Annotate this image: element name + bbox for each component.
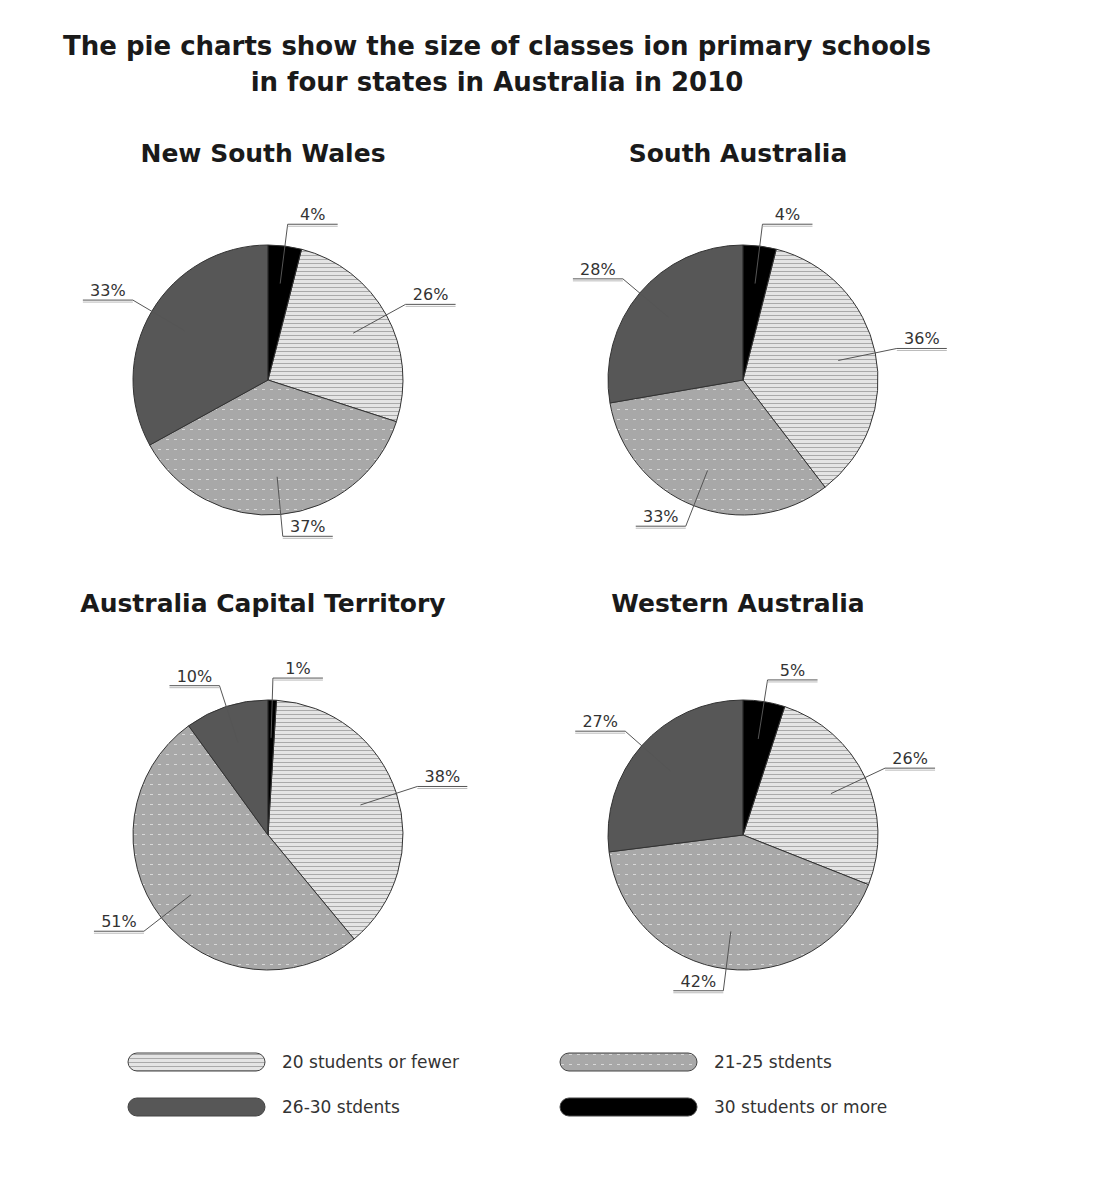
svg-text:10%: 10%: [177, 667, 213, 686]
svg-text:33%: 33%: [643, 507, 679, 526]
html-text:Australia Capital Territory: Australia Capital Territory: [80, 589, 446, 618]
svg-text:20 students or fewer: 20 students or fewer: [282, 1052, 459, 1072]
svg-text:30 students or more: 30 students or more: [714, 1097, 887, 1117]
html-text:The pie charts show the size o: The pie charts show the size of classes …: [63, 31, 931, 97]
svg-text:21-25 stdents: 21-25 stdents: [714, 1052, 832, 1072]
html-text:South Australia: South Australia: [628, 139, 848, 168]
svg-text:33%: 33%: [90, 281, 126, 300]
svg-text:28%: 28%: [580, 260, 616, 279]
svg-text:36%: 36%: [904, 329, 940, 348]
svg-text:37%: 37%: [290, 517, 326, 536]
svg-text:1%: 1%: [285, 659, 310, 678]
html-text:Western Australia: Western Australia: [611, 589, 865, 618]
svg-text:4%: 4%: [775, 205, 800, 224]
svg-text:5%: 5%: [780, 661, 805, 680]
svg-text:38%: 38%: [425, 767, 461, 786]
svg-text:26%: 26%: [413, 285, 449, 304]
svg-text:26-30 stdents: 26-30 stdents: [282, 1097, 400, 1117]
html-text:New South Wales: New South Wales: [140, 139, 386, 168]
svg-text:42%: 42%: [681, 972, 717, 991]
svg-text:26%: 26%: [892, 749, 928, 768]
svg-text:4%: 4%: [300, 205, 325, 224]
svg-text:27%: 27%: [582, 712, 618, 731]
svg-text:51%: 51%: [101, 912, 137, 931]
